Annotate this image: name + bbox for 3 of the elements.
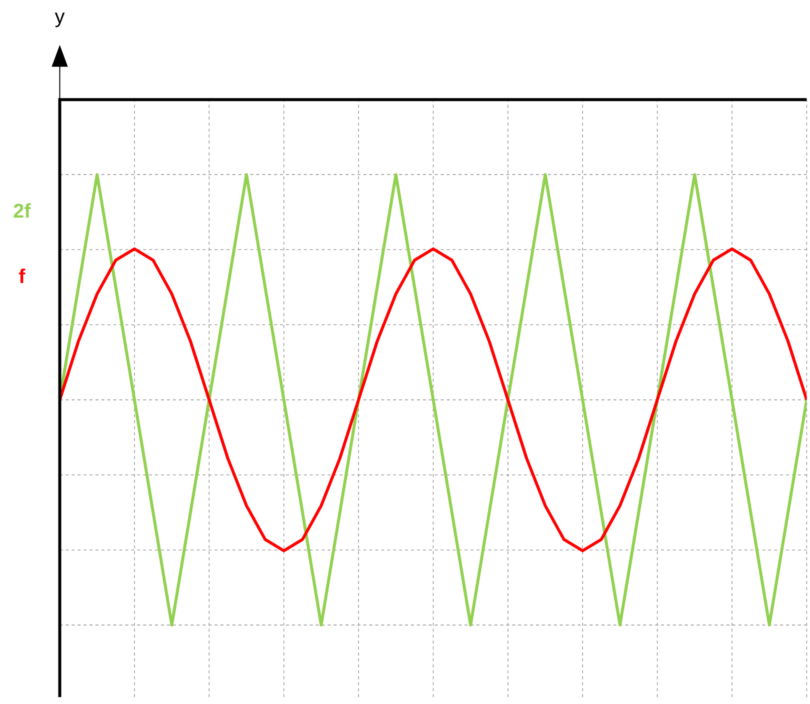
- text: f: [18, 268, 26, 284]
- text: y: [54, 12, 65, 28]
- text: 2f: [14, 203, 31, 218]
